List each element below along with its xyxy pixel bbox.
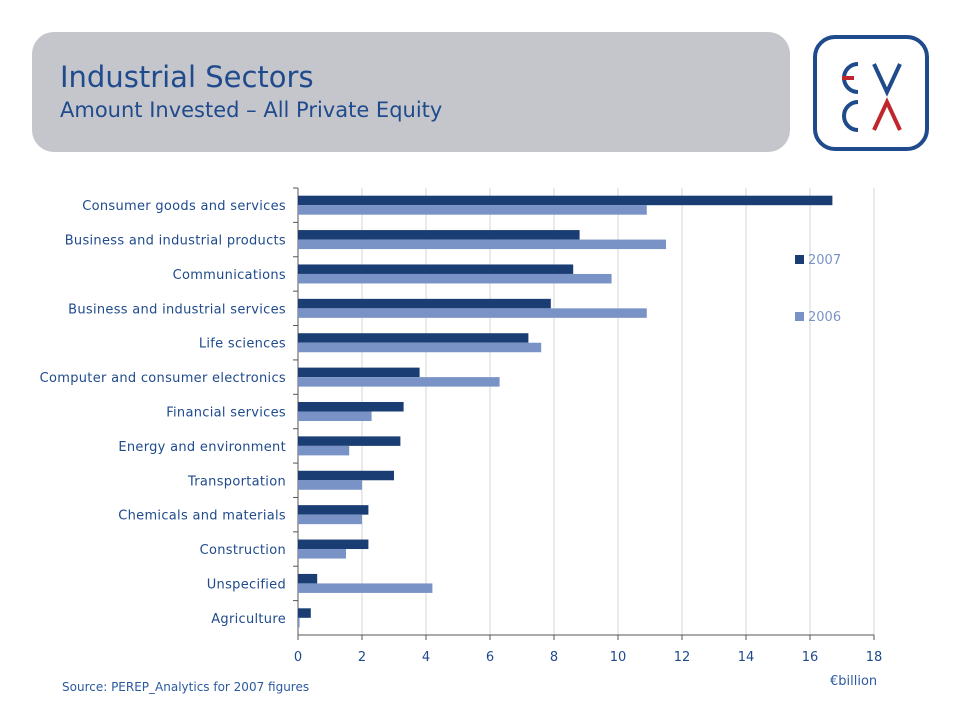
- x-tick-label: 12: [674, 650, 691, 665]
- category-label: Communications: [173, 268, 286, 283]
- legend-swatch: [795, 312, 804, 321]
- category-label: Business and industrial services: [68, 302, 286, 317]
- bar-2006: [298, 514, 362, 525]
- bar-2006: [298, 205, 647, 215]
- x-tick-label: 6: [486, 650, 494, 665]
- bar-2007: [298, 195, 833, 206]
- bar-2006: [298, 273, 612, 284]
- bar-2006: [298, 583, 433, 593]
- x-tick-label: 10: [610, 650, 627, 665]
- bar-2007: [298, 573, 318, 584]
- bar-2007: [298, 608, 311, 618]
- bar-2007: [298, 470, 394, 481]
- category-label: Agriculture: [211, 612, 286, 627]
- legend-swatch: [795, 255, 804, 264]
- bar-2007: [298, 436, 401, 446]
- bar-chart: 0 2 4 6 8 10 12 14 16 18 Consumer goods and servic…: [40, 187, 883, 665]
- bar-2006: [298, 308, 647, 318]
- source-note: Source: PEREP_Analytics for 2007 figures: [62, 680, 310, 694]
- bar-2007: [298, 298, 551, 309]
- bar-2007: [298, 539, 369, 550]
- category-label: Energy and environment: [118, 440, 286, 455]
- x-tick-label: 2: [358, 650, 366, 665]
- bar-2006: [298, 239, 666, 250]
- title-banner: Industrial Sectors Amount Invested – All…: [32, 32, 790, 152]
- bar-2006: [298, 617, 300, 628]
- bar-2006: [298, 549, 346, 559]
- x-tick-label: 18: [866, 650, 883, 665]
- bar-2006: [298, 411, 372, 421]
- bar-2007: [298, 230, 580, 240]
- bar-2007: [298, 367, 420, 378]
- bar-2007: [298, 264, 574, 274]
- bar-2006: [298, 342, 542, 353]
- category-label: Consumer goods and services: [82, 199, 286, 214]
- bar-2007: [298, 333, 529, 343]
- category-label: Construction: [200, 543, 286, 558]
- category-label: Business and industrial products: [65, 234, 286, 249]
- category-label: Life sciences: [199, 337, 286, 352]
- legend-label: 2007: [808, 253, 841, 268]
- x-tick-label: 4: [422, 650, 430, 665]
- page-title: Industrial Sectors: [60, 60, 314, 94]
- bar-2007: [298, 505, 369, 515]
- bar-2006: [298, 480, 362, 490]
- unit-label: €billion: [830, 674, 878, 689]
- category-label: Chemicals and materials: [118, 509, 286, 524]
- category-label: Transportation: [187, 474, 286, 489]
- bar-2006: [298, 445, 350, 456]
- legend-label: 2006: [808, 310, 841, 325]
- x-tick-label: 16: [802, 650, 819, 665]
- category-label: Computer and consumer electronics: [40, 371, 286, 386]
- x-tick-label: 8: [550, 650, 558, 665]
- x-tick-label: 14: [738, 650, 755, 665]
- bar-2007: [298, 402, 404, 412]
- category-label: Unspecified: [207, 577, 286, 592]
- page-subtitle: Amount Invested – All Private Equity: [60, 98, 443, 122]
- bar-2006: [298, 377, 500, 387]
- category-label: Financial services: [166, 406, 286, 421]
- evca-logo: [813, 35, 929, 151]
- x-tick-label: 0: [294, 650, 302, 665]
